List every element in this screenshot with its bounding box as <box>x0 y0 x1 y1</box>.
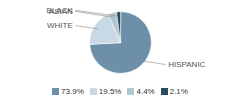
svg-text:BLACK: BLACK <box>47 6 74 15</box>
svg-text:WHITE: WHITE <box>47 21 73 30</box>
html-text:4.4%: 4.4% <box>136 86 155 96</box>
html-text:2.1%: 2.1% <box>169 86 188 96</box>
html-text:73.9%: 73.9% <box>61 86 84 96</box>
html-text:19.5%: 19.5% <box>98 86 122 96</box>
svg-text:HISPANIC: HISPANIC <box>168 60 205 69</box>
